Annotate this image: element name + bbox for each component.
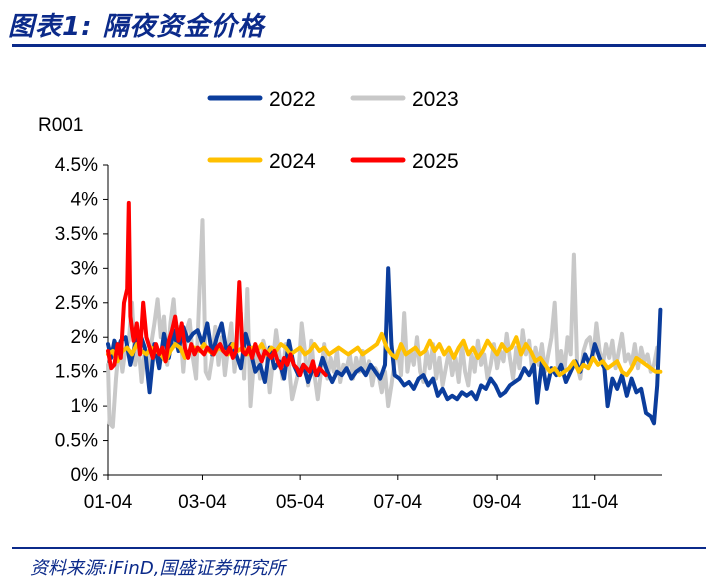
y-tick-label: 4.5%	[55, 155, 98, 176]
x-tick-label: 03-04	[178, 492, 227, 513]
y-tick-label: 3.5%	[55, 224, 98, 245]
source-note: 资料来源:iFinD,国盛证券研究所	[30, 558, 286, 579]
series-line-2022	[106, 266, 663, 426]
series-line-2023	[106, 218, 660, 429]
legend-label-2024: 2024	[269, 150, 316, 173]
y-tick-label: 2.5%	[55, 293, 98, 314]
chart-title: 图表1: 隔夜资金价格	[8, 12, 265, 42]
x-tick-label: 01-04	[84, 492, 133, 513]
y-tick-label: 3%	[71, 258, 99, 279]
y-tick-label: 4%	[71, 189, 99, 210]
x-tick-label: 11-04	[571, 492, 619, 513]
axes: 0% 0.5% 1% 1.5% 2% 2.5% 3% 3.5% 4% 4.5% 01-04 03-04…	[55, 155, 662, 513]
legend-label-2023: 2023	[412, 88, 459, 111]
y-tick-label: 2%	[71, 327, 99, 348]
x-tick-label: 09-04	[473, 492, 522, 513]
y-tick-label: 0%	[71, 465, 99, 486]
legend-label-2025: 2025	[412, 150, 459, 173]
series-line-2025	[106, 200, 328, 378]
y-axis-label: R001	[38, 115, 83, 136]
legend-label-2022: 2022	[269, 88, 316, 111]
legend: 2022 2023 2024 2025	[207, 88, 459, 173]
y-tick-label: 0.5%	[55, 431, 98, 452]
x-tick-label: 07-04	[374, 492, 423, 513]
series-lines	[106, 200, 663, 429]
x-tick-label: 05-04	[276, 492, 325, 513]
y-tick-label: 1%	[71, 396, 99, 417]
title-underline	[12, 44, 706, 47]
y-tick-label: 1.5%	[55, 362, 98, 383]
footer-rule	[12, 547, 706, 549]
